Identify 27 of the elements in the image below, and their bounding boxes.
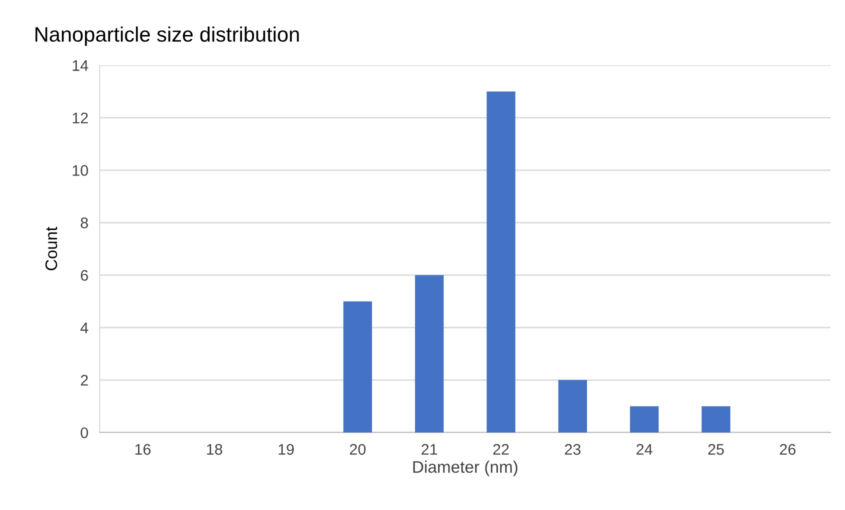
bar [415,275,444,432]
y-axis-title: Count [45,226,58,270]
x-tick-label: 19 [278,444,294,455]
y-tick-label: 0 [80,427,88,438]
bar [558,380,587,432]
x-tick-label: 26 [780,444,796,455]
bar [702,406,730,432]
bar [486,92,516,432]
y-tick-label: 12 [72,112,88,124]
x-tick-label: 23 [564,444,580,455]
y-tick-label: 6 [80,270,88,281]
x-tick-label: 18 [207,444,222,455]
x-tick-label: 21 [422,444,438,455]
x-tick-label: 22 [493,444,509,455]
x-tick-label: 16 [135,444,151,455]
y-tick-label: 14 [72,60,88,71]
x-tick-label: 25 [708,444,724,455]
bar [630,406,659,432]
x-tick-label: 24 [636,444,652,455]
x-tick-label: 20 [350,444,366,455]
y-tick-label: 4 [80,322,88,334]
chart-title: Nanoparticle size distribution [36,26,299,46]
y-tick-label: 8 [80,218,88,228]
y-tick-label: 2 [80,374,88,386]
y-tick-label: 10 [72,165,88,176]
bar [343,301,372,432]
x-axis-title: Diameter (nm) [413,460,518,476]
